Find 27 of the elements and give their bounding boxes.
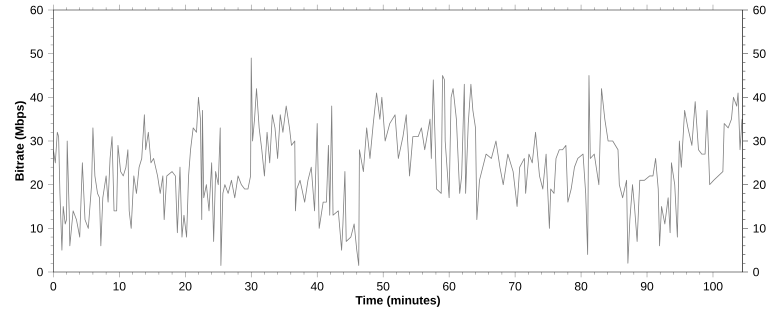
- x-tick-label: 30: [245, 282, 258, 291]
- y2-tick-label: 20: [753, 180, 766, 189]
- x-tick-label: 60: [443, 282, 456, 291]
- x-tick-label: 0: [50, 282, 56, 291]
- x-tick-label: 70: [509, 282, 522, 291]
- y-tick-label: 0: [37, 268, 43, 276]
- y2-tick-label: 0: [753, 268, 759, 276]
- y2-tick-label: 30: [753, 136, 766, 146]
- y-tick-label: 20: [30, 180, 43, 189]
- y-axis-title: Bitrate (Mbps): [14, 101, 26, 181]
- x-tick-label: 100: [704, 282, 723, 291]
- y-tick-label: 40: [30, 93, 43, 102]
- y-tick-label: 10: [30, 224, 43, 233]
- y-tick-label: 50: [30, 49, 43, 58]
- x-tick-label: 10: [114, 282, 126, 291]
- y2-tick-label: 40: [753, 93, 766, 102]
- x-axis-title: Time (minutes): [356, 296, 440, 307]
- x-tick-label: 90: [640, 282, 654, 291]
- x-tick-label: 80: [574, 282, 588, 291]
- y2-tick-label: 60: [753, 6, 766, 14]
- y2-tick-label: 10: [754, 224, 766, 233]
- y2-tick-label: 50: [753, 49, 766, 58]
- x-tick-label: 50: [376, 282, 390, 291]
- x-tick-label: 20: [179, 282, 192, 291]
- y-tick-label: 60: [30, 6, 43, 14]
- y-tick-label: 30: [30, 136, 43, 146]
- x-tick-label: 40: [310, 282, 324, 291]
